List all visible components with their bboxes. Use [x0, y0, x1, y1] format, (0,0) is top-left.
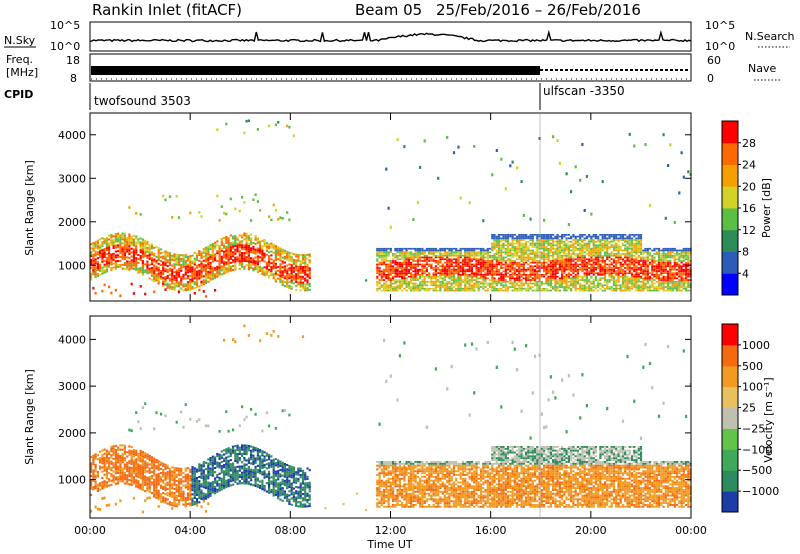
- velocity-xtick-label: 00:00: [74, 524, 106, 537]
- velocity-colorbar-segment: [722, 386, 738, 409]
- nsky-tick-top: 10^5: [50, 19, 80, 32]
- beam-title: Beam 05: [355, 1, 422, 19]
- power-colorbar-tick: 8: [742, 246, 749, 259]
- power-colorbar-tick: 16: [742, 202, 756, 215]
- power-ytick-label: 3000: [58, 172, 86, 185]
- power-ylabel: Slant Range [km]: [23, 160, 36, 256]
- nave-label: Nave: [748, 62, 776, 75]
- velocity-colorbar-tick: 25: [742, 402, 756, 415]
- power-colorbar: 4 8 12 16 20 24 28: [721, 120, 756, 296]
- velocity-ytick-label: 1000: [58, 474, 86, 487]
- power-colorbar-segment: [722, 251, 738, 274]
- velocity-colorbar-segment: [722, 449, 738, 471]
- velocity-colorbar-segment: [722, 428, 738, 450]
- velocity-colorbar-segment: [722, 491, 738, 513]
- power-colorbar-tick: 24: [742, 159, 756, 172]
- power-colorbar-tick: 28: [742, 137, 756, 150]
- power-colorbar-tick: 12: [742, 224, 756, 237]
- velocity-colorbar: 1000 500 100 25 −25 −100 −500 −1000: [721, 323, 779, 513]
- nsearch-label: N.Search: [745, 30, 795, 43]
- velocity-ytick-label: 3000: [58, 380, 86, 393]
- cpid-label: CPID: [4, 88, 33, 101]
- power-colorbar-segment: [722, 273, 738, 296]
- velocity-xtick-label: 16:00: [475, 524, 507, 537]
- power-ytick-label: 2000: [58, 216, 86, 229]
- velocity-colorbar-tick: −500: [742, 464, 772, 477]
- velocity-xtick-label: 00:00: [675, 524, 707, 537]
- power-colorbar-segment: [722, 186, 738, 209]
- freq-band: [91, 66, 540, 75]
- power-colorbar-segment: [722, 142, 738, 165]
- power-colorbar-segment: [722, 208, 738, 231]
- freq-panel: [89, 53, 692, 82]
- power-colorbar-segment: [722, 164, 738, 187]
- nsky-series: [89, 29, 692, 43]
- power-colorbar-segment: [722, 229, 738, 252]
- freq-label: Freq.: [6, 53, 33, 66]
- x-axis-label: Time UT: [366, 538, 412, 551]
- velocity-xtick-label: 12:00: [375, 524, 407, 537]
- nsearch-tick-top: 10^5: [705, 19, 735, 32]
- freq-tick-top: 18: [66, 54, 80, 67]
- nsky-label: N.Sky: [4, 34, 36, 47]
- velocity-ytick-label: 2000: [58, 427, 86, 440]
- velocity-colorbar-segment: [722, 470, 738, 492]
- velocity-ytick-label: 4000: [58, 333, 86, 346]
- velocity-cells: [90, 324, 692, 514]
- nsky-tick-bottom: 10^0: [50, 40, 80, 53]
- cpid-segment-ulfscan: ulfscan -3350: [543, 84, 625, 98]
- velocity-colorbar-segment: [722, 344, 738, 367]
- cpid-segment-twofsound: twofsound 3503: [94, 94, 191, 108]
- velocity-colorbar-tick: −1000: [742, 485, 779, 498]
- velocity-colorbar-tick: 1000: [742, 339, 770, 352]
- power-colorbar-tick: 20: [742, 180, 756, 193]
- velocity-colorbar-segment: [722, 365, 738, 388]
- freq-unit: [MHz]: [6, 66, 38, 79]
- velocity-colorbar-segment: [722, 324, 738, 346]
- velocity-colorbar-tick: −100: [742, 443, 772, 456]
- velocity-xtick-label: 08:00: [274, 524, 306, 537]
- power-colorbar-label: Power [dB]: [760, 178, 773, 238]
- station-title: Rankin Inlet (fitACF): [92, 1, 242, 19]
- velocity-panel: [89, 315, 692, 519]
- velocity-ylabel: Slant Range [km]: [23, 369, 36, 465]
- velocity-colorbar-label: Velocity [m s⁻¹]: [762, 377, 775, 462]
- velocity-colorbar-tick: 500: [742, 360, 763, 373]
- power-colorbar-segment: [722, 121, 738, 144]
- power-ytick-label: 1000: [58, 259, 86, 272]
- nave-tick-top: 60: [707, 54, 721, 67]
- power-ytick-label: 4000: [58, 129, 86, 142]
- nave-tick-bottom: 0: [707, 72, 714, 85]
- velocity-colorbar-tick: −25: [742, 422, 765, 435]
- power-colorbar-tick: 4: [742, 267, 749, 280]
- velocity-xtick-label: 04:00: [174, 524, 206, 537]
- nsearch-tick-bottom: 10^0: [705, 40, 735, 53]
- power-cells: [90, 119, 692, 298]
- velocity-xtick-label: 20:00: [575, 524, 607, 537]
- velocity-colorbar-segment: [722, 407, 738, 429]
- nsky-panel: [89, 21, 692, 52]
- velocity-colorbar-tick: 100: [742, 381, 763, 394]
- freq-tick-bottom: 8: [70, 72, 77, 85]
- date-range-title: 25/Feb/2016 – 26/Feb/2016: [436, 1, 641, 19]
- power-panel: [89, 112, 692, 302]
